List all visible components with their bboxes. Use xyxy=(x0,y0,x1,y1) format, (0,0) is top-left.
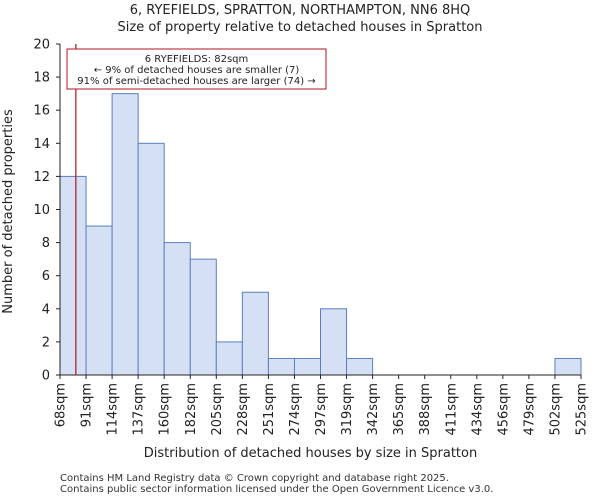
y-tick-label: 4 xyxy=(42,302,50,317)
y-tick-label: 8 xyxy=(42,236,50,251)
x-tick-label: 502sqm xyxy=(548,383,563,436)
y-tick-label: 18 xyxy=(33,71,50,86)
y-tick-label: 12 xyxy=(33,170,50,185)
x-tick-label: 137sqm xyxy=(132,383,147,436)
x-tick-label: 456sqm xyxy=(496,383,511,436)
x-tick-label: 114sqm xyxy=(106,383,121,436)
y-tick-label: 20 xyxy=(33,38,50,53)
x-tick-label: 297sqm xyxy=(314,383,329,436)
x-tick-label: 319sqm xyxy=(340,383,355,436)
y-tick-label: 10 xyxy=(33,203,50,218)
x-tick-label: 365sqm xyxy=(392,383,407,436)
y-tick-label: 16 xyxy=(33,104,50,119)
y-ticks-group: 0 2 4 6 8 10 12 14 16 18 20 xyxy=(33,38,60,384)
bar-68sqm xyxy=(59,175,87,376)
bar-274sqm xyxy=(293,357,322,376)
bar-137sqm xyxy=(137,142,165,376)
y-tick-label: 0 xyxy=(42,369,50,384)
x-tick-label: 68sqm xyxy=(54,383,69,427)
x-tick-label: 342sqm xyxy=(366,383,381,436)
bar-91sqm xyxy=(85,225,113,376)
x-tick-label: 479sqm xyxy=(522,383,537,436)
x-tick-label: 434sqm xyxy=(470,383,485,436)
annotation-line2: ← 9% of detached houses are smaller (7) xyxy=(94,65,300,76)
x-axis-label: Distribution of detached houses by size … xyxy=(144,446,477,461)
x-tick-label: 274sqm xyxy=(288,383,303,436)
annotation-line3: 91% of semi-detached houses are larger (… xyxy=(77,76,315,87)
bar-160sqm xyxy=(163,242,191,376)
x-tick-label: 411sqm xyxy=(444,383,459,436)
bar-502sqm xyxy=(554,357,582,376)
x-tick-label: 228sqm xyxy=(236,383,251,436)
bar-114sqm xyxy=(111,93,139,376)
chart-title-line1: 6, RYEFIELDS, SPRATTON, NORTHAMPTON, NN6… xyxy=(129,3,471,18)
y-axis-label: Number of detached properties xyxy=(1,109,16,314)
footer-line1: Contains HM Land Registry data © Crown c… xyxy=(60,473,449,484)
annotation-line1: 6 RYEFIELDS: 82sqm xyxy=(145,54,249,65)
bar-251sqm xyxy=(267,357,295,376)
x-tick-label: 525sqm xyxy=(575,383,590,436)
x-tick-label: 91sqm xyxy=(80,383,95,427)
bar-297sqm xyxy=(320,308,348,376)
annotation-rect xyxy=(66,48,327,90)
bar-182sqm xyxy=(189,258,217,376)
chart-title-line2: Size of property relative to detached ho… xyxy=(117,20,483,35)
y-tick-label: 6 xyxy=(42,269,50,284)
bar-319sqm xyxy=(346,357,374,376)
x-tick-label: 388sqm xyxy=(418,383,433,436)
y-tick-label: 2 xyxy=(42,335,50,350)
x-tick-label: 182sqm xyxy=(184,383,199,436)
bar-205sqm xyxy=(215,341,243,376)
y-tick-label: 14 xyxy=(33,137,50,152)
x-tick-label: 251sqm xyxy=(262,383,277,436)
x-tick-label: 205sqm xyxy=(210,383,225,436)
bars-group xyxy=(59,93,582,376)
annotation-box: 6 RYEFIELDS: 82sqm ← 9% of detached hous… xyxy=(66,48,327,90)
x-tick-label: 160sqm xyxy=(158,383,173,436)
x-ticks-group: 68sqm 91sqm 114sqm 137sqm 160sqm 182sqm 205sqm… xyxy=(54,375,590,436)
footer-line2: Contains public sector information licen… xyxy=(60,484,494,495)
bar-228sqm xyxy=(241,291,269,376)
